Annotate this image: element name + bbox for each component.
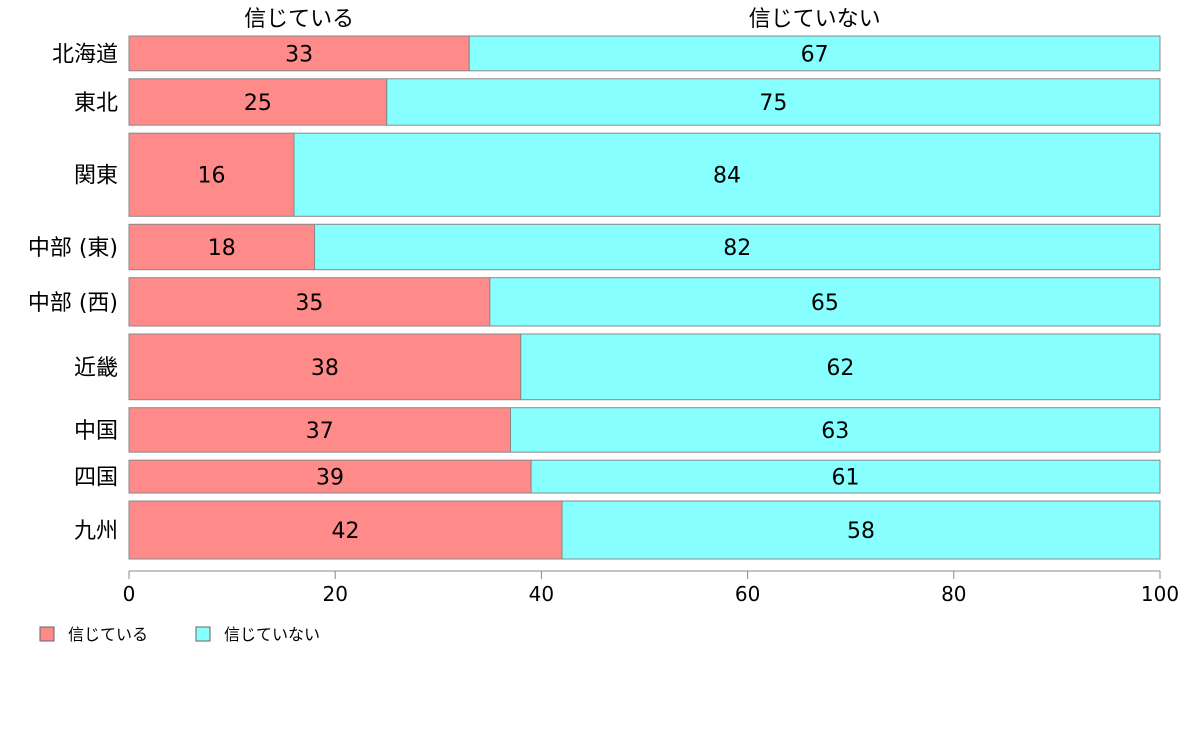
data-label: 65 (811, 291, 839, 316)
x-tick-label: 60 (735, 582, 760, 606)
category-label: 中部 (西) (28, 291, 118, 316)
category-label: 中国 (74, 419, 118, 444)
category-label: 四国 (74, 466, 118, 491)
top-label-not-believe: 信じていない (749, 7, 881, 32)
data-label: 61 (832, 466, 860, 491)
data-label: 25 (244, 91, 272, 116)
data-label: 18 (208, 236, 236, 261)
data-label: 16 (197, 164, 225, 189)
data-label: 58 (847, 519, 875, 544)
data-label: 82 (723, 236, 751, 261)
data-label: 38 (311, 356, 339, 381)
data-label: 35 (295, 291, 323, 316)
bar-segment (128, 277, 491, 327)
category-label: 中部 (東) (28, 236, 118, 261)
bar-segment (530, 459, 1161, 494)
legend-swatch-believe (39, 626, 55, 642)
bar-segment (128, 407, 511, 453)
data-label: 62 (826, 356, 854, 381)
data-label: 42 (332, 519, 360, 544)
bar-segment (128, 35, 470, 72)
x-axis: 0 20 40 60 80 100 (123, 570, 1179, 606)
legend-swatch-not-believe (195, 626, 211, 642)
bars-group: 33 67 25 75 16 84 18 82 35 65 38 62 37 63 39 61 42 58 (128, 35, 1161, 560)
bar-segment (314, 223, 1161, 271)
category-label: 東北 (74, 91, 118, 116)
data-label: 75 (759, 91, 787, 116)
category-label: 近畿 (74, 356, 118, 381)
data-label: 67 (801, 42, 829, 67)
data-label: 33 (285, 42, 313, 67)
top-label-believe: 信じている (244, 7, 354, 32)
bar-segment (520, 333, 1161, 401)
legend: 信じている 信じていない (39, 625, 320, 644)
x-tick-label: 0 (123, 582, 136, 606)
bar-segment (128, 78, 388, 126)
bar-segment (386, 78, 1161, 126)
x-tick-label: 40 (529, 582, 554, 606)
category-label: 関東 (74, 164, 118, 189)
legend-label-believe: 信じている (68, 625, 148, 644)
category-label: 北海道 (52, 42, 118, 67)
x-tick-label: 100 (1141, 582, 1179, 606)
data-label: 37 (306, 419, 334, 444)
category-label: 九州 (74, 519, 118, 544)
bar-segment (509, 407, 1161, 453)
bar-segment (128, 500, 563, 560)
bar-segment (489, 277, 1161, 327)
bar-segment (468, 35, 1161, 72)
bar-segment (128, 223, 316, 271)
data-label: 63 (821, 419, 849, 444)
bar-segment (561, 500, 1161, 560)
legend-label-not-believe: 信じていない (224, 625, 320, 644)
top-series-labels: 信じている 信じていない (244, 7, 881, 32)
bar-segment (293, 132, 1161, 217)
data-label: 39 (316, 466, 344, 491)
data-label: 84 (713, 164, 741, 189)
x-tick-label: 20 (322, 582, 347, 606)
x-tick-label: 80 (941, 582, 966, 606)
bar-segment (128, 132, 295, 217)
